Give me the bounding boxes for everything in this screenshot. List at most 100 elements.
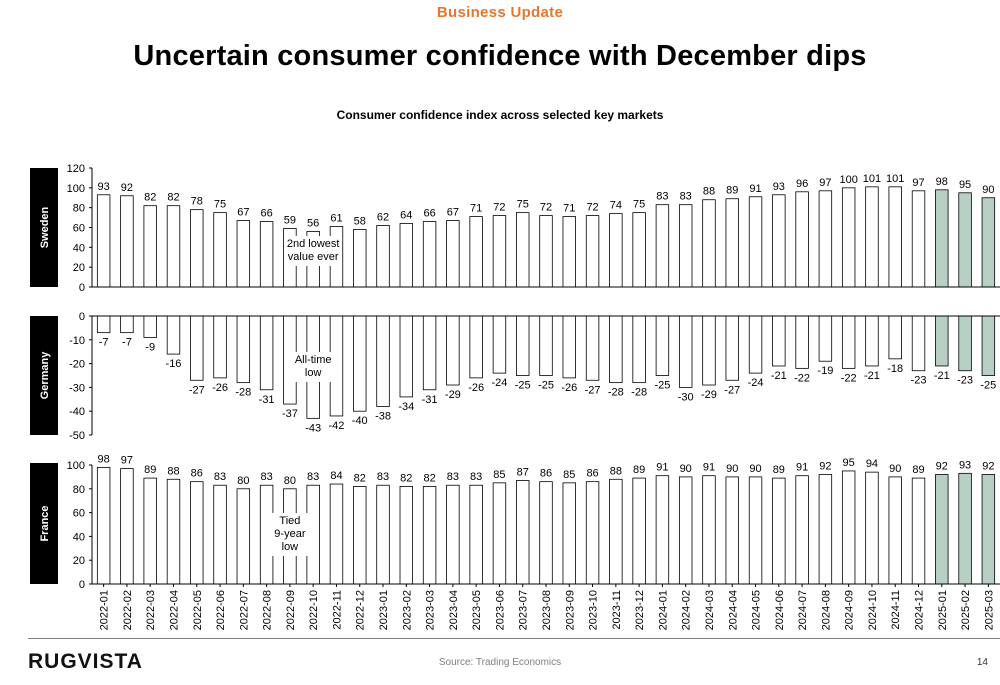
- germany-value-label-2023-04: -29: [445, 389, 461, 401]
- germany-value-label-2023-01: -38: [375, 410, 391, 422]
- germany-annotation-bg: [285, 352, 342, 382]
- france-value-label-2023-11: 88: [610, 465, 622, 477]
- germany-bar-2024-05: [748, 315, 763, 374]
- germany-value-label-2022-04: -16: [166, 358, 182, 370]
- germany-value-label-2024-12: -23: [911, 375, 927, 387]
- germany-bar-2022-03: [143, 315, 157, 338]
- sweden-value-label-2022-01: 93: [98, 181, 110, 193]
- sweden-value-label-2025-02: 95: [959, 179, 971, 191]
- sweden-bar-2022-03: [143, 205, 157, 288]
- sweden-bar-2024-02: [678, 204, 693, 288]
- germany-bar-2024-10: [865, 315, 879, 367]
- france-bar-2023-03: [422, 486, 437, 585]
- x-tick-label-2023-03: 2023-03: [425, 590, 437, 630]
- sweden-bar-2022-01: [96, 194, 111, 288]
- sweden-value-label-2024-09: 100: [839, 174, 857, 186]
- sweden-value-label-2022-12: 58: [354, 215, 366, 227]
- sweden-y-tick-label: 100: [67, 183, 85, 195]
- france-value-label-2022-07: 80: [237, 475, 249, 487]
- sweden-bar-2024-01: [655, 204, 670, 288]
- france-value-label-2024-02: 90: [680, 463, 692, 475]
- sweden-bar-2023-02: [399, 223, 414, 288]
- sweden-value-label-2024-11: 101: [886, 173, 904, 185]
- germany-bar-2022-08: [259, 315, 274, 391]
- x-tick-label-2024-05: 2024-05: [751, 590, 763, 630]
- germany-panel-label-box: [30, 316, 58, 435]
- france-bar-2024-01: [655, 475, 670, 585]
- sweden-value-label-2024-10: 101: [863, 173, 881, 185]
- france-bar-2023-12: [632, 477, 646, 585]
- france-value-label-2023-03: 82: [423, 472, 435, 484]
- france-bar-2023-11: [609, 478, 623, 585]
- sweden-bar-2025-03: [981, 197, 996, 288]
- france-bar-2023-08: [539, 481, 553, 585]
- france-value-label-2022-03: 89: [144, 464, 156, 476]
- sweden-annotation-line: 2nd lowest: [287, 238, 340, 250]
- sweden-panel-label: Sweden: [39, 206, 51, 248]
- germany-bar-2023-09: [562, 315, 576, 379]
- x-tick-label-2024-01: 2024-01: [657, 590, 669, 630]
- sweden-value-label-2025-01: 98: [936, 176, 948, 188]
- germany-bar-2024-12: [911, 315, 926, 372]
- germany-bar-2022-01: [96, 315, 111, 334]
- germany-bar-2023-10: [585, 315, 600, 381]
- france-bar-2022-12: [353, 486, 367, 585]
- france-panel-label-box: [30, 463, 58, 584]
- germany-y-tick-label: -20: [69, 359, 85, 371]
- france-bar-2022-07: [236, 488, 251, 585]
- x-tick-label-2024-08: 2024-08: [820, 590, 832, 630]
- sweden-bar-2025-02: [958, 192, 972, 288]
- x-tick-label-2023-05: 2023-05: [471, 590, 483, 630]
- germany-value-label-2023-10: -27: [585, 384, 601, 396]
- germany-bar-2023-02: [399, 315, 414, 398]
- france-value-label-2024-01: 91: [656, 462, 668, 474]
- sweden-value-label-2022-03: 82: [144, 192, 156, 204]
- x-tick-label-2022-01: 2022-01: [99, 590, 111, 630]
- germany-value-label-2022-09: -37: [282, 408, 298, 420]
- france-bar-2022-03: [143, 477, 157, 585]
- france-bar-2024-08: [818, 474, 833, 585]
- x-tick-label-2025-01: 2025-01: [937, 590, 949, 630]
- france-bar-2022-01: [96, 466, 111, 585]
- sweden-bar-2024-11: [888, 186, 902, 288]
- sweden-bar-2023-12: [632, 212, 646, 288]
- sweden-value-label-2024-02: 83: [680, 191, 692, 203]
- x-tick-label-2023-12: 2023-12: [634, 590, 646, 630]
- germany-value-label-2022-02: -7: [122, 337, 132, 349]
- germany-bar-2023-08: [539, 315, 553, 376]
- france-value-label-2024-08: 92: [819, 461, 831, 473]
- france-value-label-2022-01: 98: [98, 453, 110, 465]
- sweden-value-label-2023-08: 72: [540, 202, 552, 214]
- germany-value-label-2024-08: -19: [817, 365, 833, 377]
- sweden-y-tick-label: 0: [79, 282, 85, 294]
- sweden-value-label-2022-05: 78: [191, 196, 203, 208]
- france-value-label-2023-05: 83: [470, 471, 482, 483]
- x-tick-label-2022-02: 2022-02: [122, 590, 134, 630]
- sweden-bar-2022-07: [236, 220, 251, 288]
- france-value-label-2024-06: 89: [773, 464, 785, 476]
- france-bar-2024-12: [911, 477, 926, 585]
- sweden-value-label-2024-05: 91: [749, 183, 761, 195]
- sweden-bar-2022-12: [353, 229, 367, 288]
- sweden-y-tick-label: 20: [73, 262, 85, 274]
- france-bar-2022-02: [120, 468, 134, 585]
- sweden-value-label-2024-03: 88: [703, 186, 715, 198]
- france-bar-2024-02: [678, 476, 693, 585]
- sweden-value-label-2023-07: 75: [517, 199, 529, 211]
- germany-bar-2024-06: [772, 315, 786, 367]
- germany-bar-2023-01: [376, 315, 390, 407]
- germany-value-label-2024-09: -22: [841, 372, 857, 384]
- france-value-label-2022-04: 88: [167, 465, 179, 477]
- france-bar-2024-04: [725, 476, 739, 585]
- sweden-value-label-2022-10: 56: [307, 217, 319, 229]
- sweden-bar-2022-02: [120, 195, 134, 288]
- sweden-bar-2023-05: [469, 216, 483, 288]
- france-y-tick-label: 100: [67, 460, 85, 472]
- sweden-value-label-2022-07: 67: [237, 207, 249, 219]
- germany-value-label-2022-10: -43: [305, 422, 321, 434]
- x-tick-label-2025-03: 2025-03: [983, 590, 995, 630]
- germany-value-label-2024-05: -24: [748, 377, 764, 389]
- france-bar-2023-10: [585, 481, 600, 585]
- france-bar-2023-04: [446, 484, 460, 585]
